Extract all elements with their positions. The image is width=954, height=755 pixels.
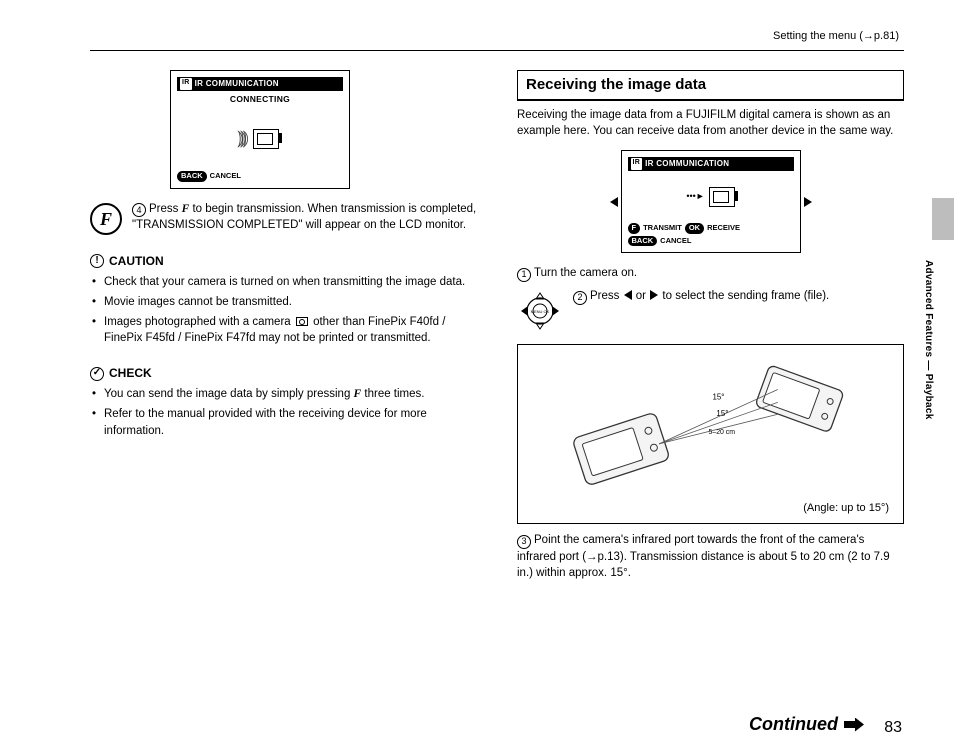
svg-text:5–20 cm: 5–20 cm [709, 429, 736, 436]
caution-heading: ! CAUTION [90, 253, 477, 270]
side-thumb-tab [932, 198, 954, 240]
lcd-transmit-receive: IR IR COMMUNICATION •••► F TRANSMIT OK R… [621, 150, 801, 253]
check-list: You can send the image data by simply pr… [90, 386, 477, 439]
svg-text:15°: 15° [712, 392, 724, 401]
back-pill: BACK [177, 171, 207, 182]
left-column: IR IR COMMUNICATION CONNECTING ⦅⦅⦅ BACK … [90, 70, 482, 582]
f-pill: F [628, 223, 641, 234]
header-rule [90, 50, 904, 51]
step-1: 1Turn the camera on. [517, 265, 904, 282]
continued-label: Continued [749, 714, 864, 735]
page-header-ref: Setting the menu (→p.81) [773, 30, 899, 42]
ok-pill: OK [685, 223, 704, 234]
step-num-3: 3 [517, 535, 531, 549]
lcd-ir-badge: IR [631, 158, 643, 170]
lcd-title: IR COMMUNICATION [195, 78, 279, 90]
transmit-label: TRANSMIT [643, 223, 682, 234]
caution-item: Check that your camera is turned on when… [104, 274, 477, 291]
section-intro: Receiving the image data from a FUJIFILM… [517, 107, 904, 140]
lcd-connecting: IR IR COMMUNICATION CONNECTING ⦅⦅⦅ BACK … [170, 70, 350, 189]
step-2: MENU OK 2Press or to select the sending … [517, 288, 904, 334]
svg-text:15°: 15° [716, 409, 728, 418]
side-section-label: Advanced Features — Playback [923, 260, 934, 420]
check-item: Refer to the manual provided with the re… [104, 406, 477, 439]
step-num-2: 2 [573, 291, 587, 305]
right-triangle-icon [650, 290, 658, 300]
right-arrow-icon [804, 197, 812, 207]
step-4-text: 4Press F to begin transmission. When tra… [132, 201, 477, 235]
page-number: 83 [884, 719, 902, 737]
angle-caption: (Angle: up to 15°) [803, 499, 899, 517]
step-num-4: 4 [132, 203, 146, 217]
caution-icon: ! [90, 254, 104, 268]
step-4: F 4Press F to begin transmission. When t… [90, 201, 477, 235]
lcd-status: CONNECTING [177, 93, 343, 105]
dots-icon: •••► [686, 190, 704, 203]
check-item: You can send the image data by simply pr… [104, 386, 477, 403]
step-3: 3Point the camera's infrared port toward… [517, 532, 904, 582]
caution-item: Movie images cannot be transmitted. [104, 294, 477, 311]
right-column: Receiving the image data Receiving the i… [512, 70, 904, 582]
lcd-ir-badge: IR [180, 78, 192, 90]
ir-angle-diagram: 15° 15° 5–20 cm (Angle: up to 15°) [517, 344, 904, 524]
cancel-label: CANCEL [660, 236, 691, 247]
check-heading: ✓ CHECK [90, 365, 477, 382]
caution-list: Check that your camera is turned on when… [90, 274, 477, 347]
signal-waves-icon: ⦅⦅⦅ [241, 124, 249, 153]
section-title: Receiving the image data [517, 70, 904, 101]
svg-text:MENU OK: MENU OK [531, 309, 550, 314]
check-icon: ✓ [90, 367, 104, 381]
caution-item: Images photographed with a camera other … [104, 314, 477, 347]
camera-icon [709, 187, 735, 207]
continued-arrow-icon [844, 718, 864, 732]
left-arrow-icon [610, 197, 618, 207]
step-num-1: 1 [517, 268, 531, 282]
camera-mini-icon [296, 317, 308, 326]
back-label: CANCEL [210, 171, 241, 182]
back-pill: BACK [628, 236, 658, 247]
f-button-icon: F [90, 203, 122, 235]
step-2-text: 2Press or to select the sending frame (f… [573, 288, 829, 305]
lcd-title: IR COMMUNICATION [645, 158, 729, 170]
camera-icon [253, 129, 279, 149]
dpad-icon: MENU OK [517, 288, 563, 334]
left-triangle-icon [624, 290, 632, 300]
receive-label: RECEIVE [707, 223, 740, 234]
